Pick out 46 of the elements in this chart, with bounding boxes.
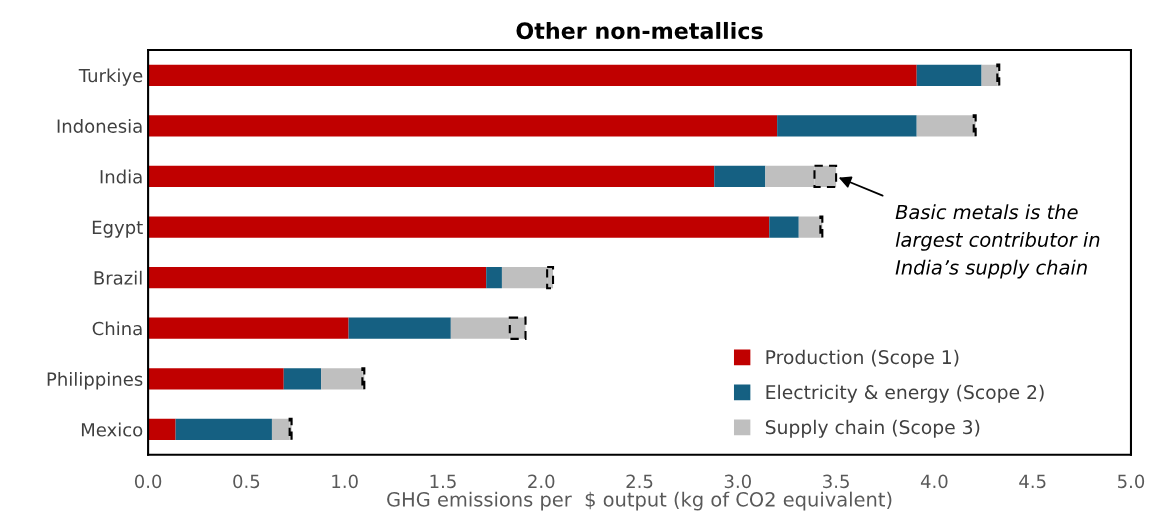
bar	[714, 165, 766, 188]
x-tick-label: 4.0	[920, 474, 948, 489]
bar	[348, 317, 451, 339]
x-tick-label: 5.0	[1118, 474, 1145, 489]
y-tick-label: China	[92, 321, 142, 336]
bar	[486, 267, 502, 289]
y-tick-label: Philippines	[47, 371, 143, 390]
annotation: Basic metals is the largest contributor in India’s supply chain	[895, 204, 1100, 279]
y-tick-label: Indonesia	[57, 118, 142, 133]
bar	[916, 64, 982, 86]
bar	[148, 317, 349, 339]
legend-label: Supply chain (Scope 3)	[765, 419, 980, 438]
bar	[148, 418, 176, 441]
chart-title: Other non-metallics	[516, 21, 763, 40]
legend-label: Production (Scope 1)	[766, 349, 959, 368]
y-tick-label: India	[100, 169, 142, 184]
bar	[148, 368, 284, 390]
bar	[148, 267, 487, 289]
x-axis-title: GHG emissions per $ output (kg of CO2 equivalent)	[387, 491, 892, 511]
x-tick-label: 0.5	[233, 474, 260, 489]
bar	[148, 64, 917, 86]
bar	[321, 368, 363, 390]
bar	[283, 368, 322, 390]
y-tick-label: Mexico	[81, 422, 143, 437]
x-tick-label: 3.5	[823, 474, 849, 489]
legend-label: Electricity & energy (Scope 2)	[766, 384, 1044, 403]
x-tick-label: 2.5	[626, 474, 653, 489]
bar	[777, 115, 917, 137]
bar	[916, 115, 974, 137]
x-tick-label: 4.5	[1019, 474, 1046, 489]
y-tick-label: Egypt	[92, 220, 143, 238]
x-tick-label: 2.0	[528, 474, 555, 489]
bar	[798, 216, 821, 238]
y-tick-label: Brazil	[94, 270, 142, 285]
x-tick-label: 1.5	[430, 474, 456, 489]
x-tick-label: 0.0	[134, 474, 162, 489]
bar	[981, 64, 998, 86]
bar	[148, 165, 715, 188]
bar	[148, 216, 770, 238]
bar	[148, 115, 778, 137]
bar	[769, 216, 799, 238]
y-tick-label: Turkiye	[78, 68, 143, 86]
bar	[175, 418, 272, 441]
x-tick-label: 3.0	[724, 474, 751, 489]
bar	[271, 418, 290, 441]
x-tick-label: 1.0	[332, 474, 358, 489]
